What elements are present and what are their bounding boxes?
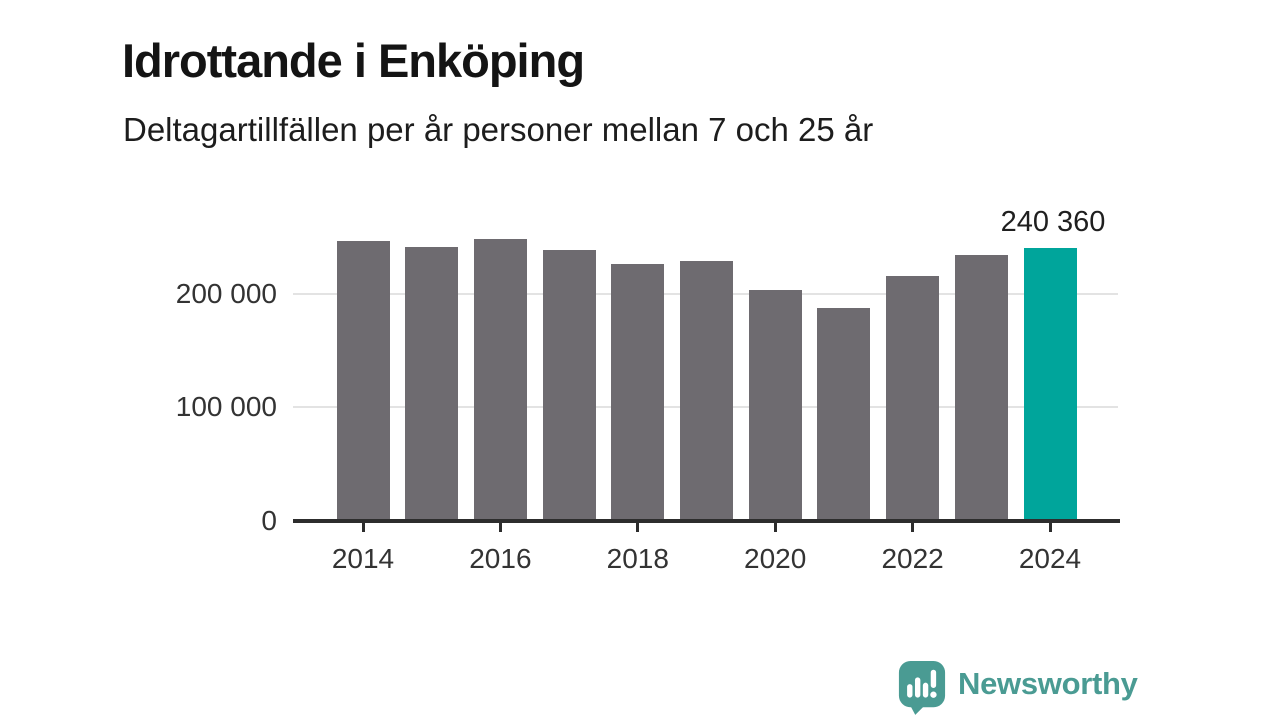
highlight-value-label: 240 360	[1000, 206, 1106, 238]
x-axis-label-2020: 2020	[744, 543, 807, 574]
brand-name: Newsworthy	[958, 666, 1138, 701]
x-tick-2018	[636, 523, 640, 532]
x-axis-label-2016: 2016	[469, 543, 532, 574]
bar-2021	[817, 308, 871, 521]
brand-footer: Newsworthy	[897, 659, 1138, 715]
chart-title: Idrottande i Enköping	[122, 34, 585, 88]
x-axis-line	[293, 519, 1120, 523]
bar-2022	[886, 276, 940, 521]
bar-2020	[748, 290, 802, 521]
x-tick-2016	[498, 523, 502, 532]
x-tick-2014	[361, 523, 365, 532]
x-axis-label-2014: 2014	[331, 543, 395, 574]
newsworthy-logo-icon	[898, 661, 946, 715]
x-axis-label-2024: 2024	[1018, 543, 1082, 574]
bar-2018	[611, 263, 665, 521]
x-tick-2020	[773, 523, 777, 532]
bar-2017	[542, 250, 596, 521]
x-tick-2024	[1048, 523, 1052, 532]
bar-2015	[405, 246, 459, 521]
bar-2023	[954, 254, 1008, 521]
x-tick-2022	[911, 523, 915, 532]
x-axis-label-2022: 2022	[881, 543, 944, 574]
bar-2016	[473, 238, 527, 521]
y-axis-label-100000: 100 000	[175, 391, 277, 423]
y-axis-label-200000: 200 000	[175, 277, 277, 309]
bar-2019	[680, 260, 733, 521]
x-axis-label-2018: 2018	[606, 543, 669, 574]
bar-2024	[1023, 247, 1077, 521]
y-axis-label-0: 0	[261, 505, 277, 536]
bar-2014	[336, 241, 390, 521]
chart-subtitle: Deltagartillfällen per år personer mella…	[123, 111, 874, 148]
